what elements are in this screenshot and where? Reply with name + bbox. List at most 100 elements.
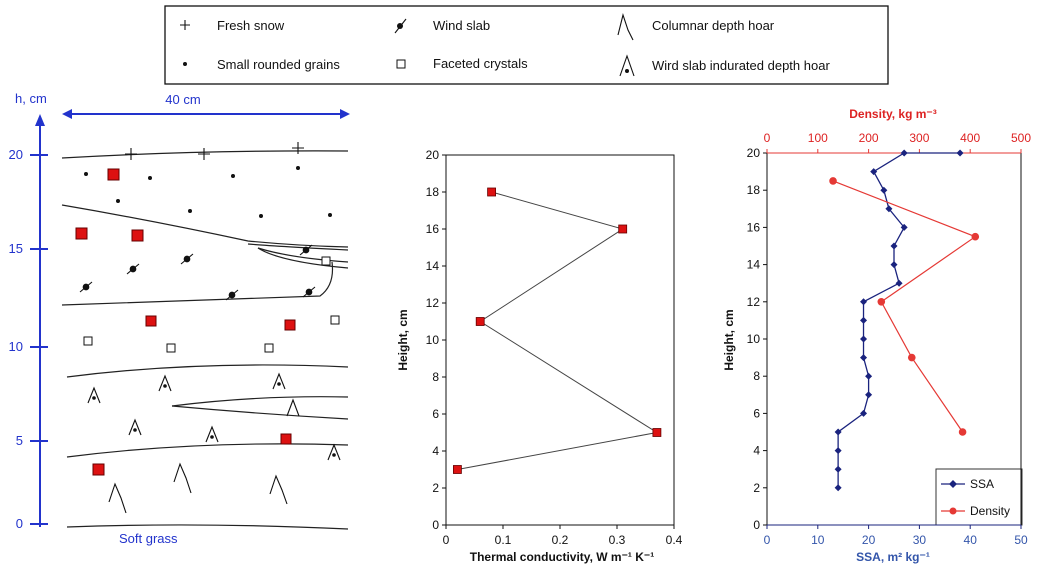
chart1-point	[475, 317, 485, 326]
chart2-xtick-label: 30	[913, 533, 927, 547]
chart2-x2tick-label: 500	[1011, 131, 1031, 145]
density-point	[971, 232, 980, 241]
chart1-xtick-label: 0.3	[609, 533, 626, 547]
ssa-point	[885, 205, 893, 213]
legend-small-rounded: Small rounded grains	[217, 57, 340, 72]
chart2-ytick-label: 14	[747, 258, 761, 272]
density-point	[907, 353, 916, 362]
chart2-ytick-label: 0	[753, 518, 760, 532]
chart2-ytick-label: 2	[753, 481, 760, 495]
chart2-xtick-label: 40	[964, 533, 978, 547]
ssa-point	[900, 149, 908, 157]
chart2-x2tick-label: 100	[808, 131, 828, 145]
small-grain-icon	[183, 62, 187, 66]
chart1-point	[452, 465, 462, 474]
profile-tick-20: 20	[9, 147, 23, 162]
legend-wind-slab: Wind slab	[433, 18, 490, 33]
chart1-ytick-label: 10	[426, 333, 440, 347]
chart2-ytick-label: 16	[747, 220, 761, 234]
ssa-point	[860, 409, 868, 417]
ssa-point	[860, 335, 868, 343]
ssa-point	[900, 223, 908, 231]
chart2-x2tick-label: 300	[909, 131, 929, 145]
legend-windslab-dh: Wird slab indurated depth hoar	[652, 58, 830, 73]
height-arrow	[30, 114, 48, 527]
profile-tick-10: 10	[9, 339, 23, 354]
chart2-x2tick-label: 0	[764, 131, 771, 145]
width-label: 40 cm	[165, 92, 200, 107]
chart2-x2tick-label: 200	[859, 131, 879, 145]
chart1-ylabel: Height, cm	[396, 309, 410, 370]
chart1-point	[618, 224, 628, 234]
chart2-x2label: Density, kg m⁻³	[849, 107, 936, 121]
density-point	[829, 177, 837, 185]
ssa-point	[870, 168, 878, 176]
chart2-ytick-label: 6	[753, 406, 760, 420]
ssa-point	[895, 279, 903, 287]
ssa-point	[834, 447, 842, 455]
fresh-snow-icon	[180, 20, 190, 30]
chart1-ytick-label: 18	[426, 185, 440, 199]
chart1-xlabel: Thermal conductivity, W m⁻¹ K⁻¹	[470, 550, 654, 564]
ssa-series-line	[837, 152, 961, 488]
ssa-density-chart: Height, cm SSA, m² kg⁻¹ Density, kg m⁻³ …	[722, 107, 1031, 564]
chart1-ytick-label: 4	[432, 444, 439, 458]
legend-faceted: Faceted crystals	[433, 56, 528, 71]
ssa-point	[865, 391, 873, 399]
columnar-hoar-icon	[617, 13, 634, 41]
chart2-ytick-label: 4	[753, 444, 760, 458]
density-series-line	[832, 180, 977, 433]
chart2-xtick-label: 0	[764, 533, 771, 547]
symbol-legend: Fresh snow Small rounded grains Wind sla…	[164, 5, 889, 85]
ssa-point	[865, 372, 873, 380]
chart2-ytick-label: 18	[747, 183, 761, 197]
profile-tick-15: 15	[9, 241, 23, 256]
ssa-point	[860, 316, 868, 324]
chart1-ytick-label: 0	[432, 518, 439, 532]
chart1-ytick-label: 14	[426, 259, 440, 273]
chart1-series-line	[457, 191, 659, 470]
chart2-ytick-label: 10	[747, 332, 761, 346]
chart2-ytick-label: 20	[747, 146, 761, 160]
chart1-ytick-label: 8	[432, 370, 439, 384]
chart2-x2tick-label: 400	[960, 131, 980, 145]
chart2-xtick-label: 20	[862, 533, 876, 547]
profile-tick-5: 5	[16, 433, 23, 448]
chart2-ytick-label: 8	[753, 369, 760, 383]
chart2-xtick-label: 10	[811, 533, 825, 547]
chart2-ytick-label: 12	[747, 295, 761, 309]
thermal-conductivity-chart: Height, cm Thermal conductivity, W m⁻¹ K…	[396, 148, 683, 564]
chart2-ylabel: Height, cm	[722, 309, 736, 370]
chart1-ytick-label: 20	[426, 148, 440, 162]
snow-profile: h, cm 40 cm 20 15 10 5 0	[9, 91, 350, 546]
chart1-xtick-label: 0.2	[552, 533, 569, 547]
chart1-point	[652, 428, 662, 437]
legend-density: Density	[970, 504, 1010, 518]
chart2-xlabel: SSA, m² kg⁻¹	[856, 550, 930, 564]
chart1-point	[487, 187, 497, 197]
ssa-point	[834, 465, 842, 473]
ssa-point	[956, 149, 964, 157]
faceted-icon	[396, 59, 406, 69]
chart1-ytick-label: 6	[432, 407, 439, 421]
chart1-ytick-label: 16	[426, 222, 440, 236]
profile-tick-0: 0	[16, 516, 23, 531]
wind-slab-icon	[394, 18, 407, 34]
windslab-hoar-icon	[619, 54, 635, 77]
chart1-xtick-label: 0.4	[666, 533, 683, 547]
ssa-point	[834, 484, 842, 492]
density-point	[877, 298, 886, 306]
width-arrow	[62, 109, 350, 119]
chart1-ytick-label: 12	[426, 296, 440, 310]
ssa-point	[890, 261, 898, 269]
legend-ssa: SSA	[970, 477, 994, 491]
chart2-legend: SSA Density	[935, 468, 1023, 526]
legend-columnar: Columnar depth hoar	[652, 18, 775, 33]
ssa-point	[834, 428, 842, 436]
height-axis-label: h, cm	[15, 91, 47, 106]
ssa-point	[890, 242, 898, 250]
chart1-xtick-label: 0	[443, 533, 450, 547]
chart1-ytick-label: 2	[432, 481, 439, 495]
ssa-point	[860, 354, 868, 362]
